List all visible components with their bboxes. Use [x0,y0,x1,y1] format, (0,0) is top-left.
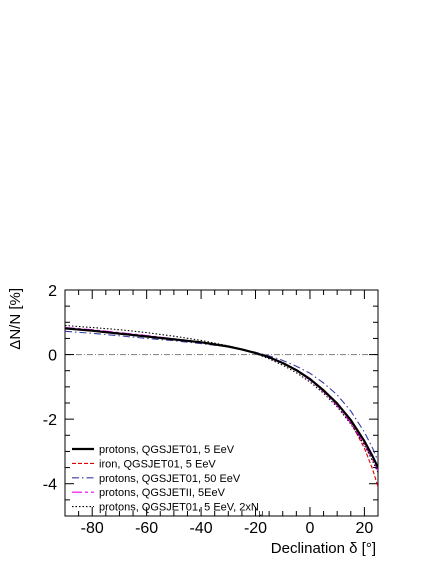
legend-entry-4: protons, QGSJET01, 5 EeV, 2xNμ [99,502,264,517]
series-line-4 [65,324,378,473]
y-tick-label: 0 [48,348,57,365]
y-tick-labels: -4 -2 0 2 [43,283,57,494]
x-axis-label: Declination δ [°] [271,540,376,557]
x-tick-label: -40 [190,520,213,537]
legend-entry-2: protons, QGSJET01, 50 EeV [99,473,241,485]
axis-ticks [64,289,379,517]
legend-entry-1: iron, QGSJET01, 5 EeV [99,458,216,470]
x-tick-label: 0 [306,520,315,537]
x-tick-label: 20 [355,520,373,537]
x-tick-labels: -80 -60 -40 -20 0 20 [81,520,374,537]
x-tick-label: -60 [135,520,158,537]
legend: protons, QGSJET01, 5 EeV iron, QGSJET01, … [72,444,264,517]
series-line-0 [65,327,378,469]
y-tick-label: 2 [48,283,57,300]
y-tick-label: -4 [43,477,57,494]
x-tick-label: -80 [81,520,104,537]
y-axis-label: ΔN/N [%] [7,288,24,350]
series-line-2 [65,330,378,462]
x-tick-label: -20 [244,520,267,537]
y-tick-label: -2 [43,412,57,429]
legend-entry-3: protons, QGSJETII, 5EeV [99,487,226,499]
series-lines [65,324,378,488]
legend-entry-0: protons, QGSJET01, 5 EeV [99,444,235,456]
